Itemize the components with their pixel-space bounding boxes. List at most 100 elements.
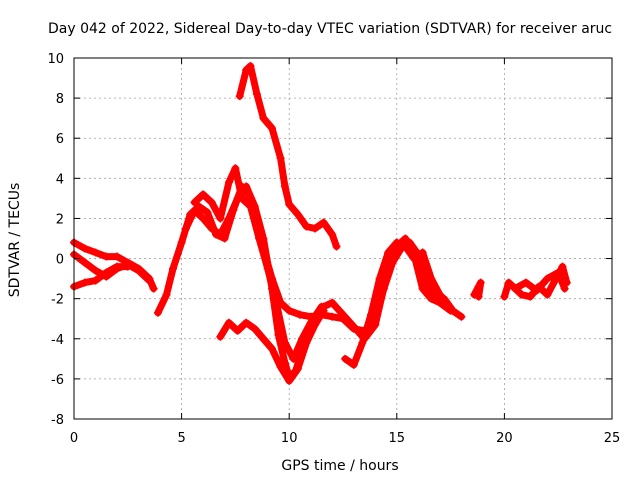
- data-point: [504, 278, 513, 287]
- axis-ticks: 0 5 10 15 20 25 -8 -6 -4 -2 0 2 4 6 8 10: [47, 52, 620, 446]
- data-point: [302, 222, 311, 231]
- data-point: [216, 230, 225, 239]
- series-line-arc-5: [182, 182, 455, 381]
- data-point: [259, 114, 268, 123]
- data-point: [80, 278, 89, 287]
- data-point: [476, 278, 485, 287]
- data-point: [242, 66, 251, 75]
- data-point: [293, 364, 302, 373]
- data-point: [207, 198, 216, 207]
- data-point: [446, 306, 455, 315]
- y-tick-label: 4: [56, 172, 64, 187]
- data-point: [207, 224, 216, 233]
- data-point: [285, 376, 294, 385]
- data-point: [123, 262, 132, 271]
- data-point: [216, 332, 225, 341]
- y-tick-label: 6: [56, 132, 64, 147]
- data-point: [293, 210, 302, 219]
- data-point: [276, 154, 285, 163]
- data-point: [250, 324, 259, 333]
- data-point: [91, 248, 100, 257]
- data-point: [392, 238, 401, 247]
- data-point: [259, 334, 268, 343]
- data-point: [177, 238, 186, 247]
- x-tick-label: 25: [604, 431, 621, 446]
- y-tick-label: -4: [51, 333, 64, 348]
- data-point: [366, 310, 375, 319]
- x-tick-label: 20: [496, 431, 513, 446]
- data-point: [509, 282, 518, 291]
- data-point: [237, 194, 246, 203]
- data-point: [384, 248, 393, 257]
- data-point: [181, 224, 190, 233]
- data-point: [427, 294, 436, 303]
- data-point: [517, 290, 526, 299]
- data-point: [457, 312, 466, 321]
- data-point: [149, 284, 158, 293]
- data-point: [474, 292, 483, 301]
- data-point: [500, 292, 509, 301]
- data-point: [220, 234, 229, 243]
- data-series: [70, 62, 571, 385]
- data-point: [272, 298, 281, 307]
- data-point: [267, 344, 276, 353]
- data-point: [328, 312, 337, 321]
- data-point: [224, 214, 233, 223]
- data-point: [255, 234, 264, 243]
- data-point: [235, 92, 244, 101]
- data-point: [311, 224, 320, 233]
- data-point: [470, 290, 479, 299]
- data-point: [194, 202, 203, 211]
- data-point: [302, 338, 311, 347]
- y-tick-label: 8: [56, 92, 64, 107]
- data-point: [339, 310, 347, 319]
- data-point: [295, 310, 304, 319]
- data-point: [263, 264, 272, 273]
- data-point: [534, 282, 543, 291]
- data-point: [102, 252, 111, 261]
- data-point: [358, 338, 367, 347]
- data-point: [552, 274, 561, 283]
- data-point: [267, 124, 276, 133]
- y-tick-label: -6: [51, 373, 64, 388]
- data-point: [113, 252, 122, 261]
- data-point: [332, 242, 341, 251]
- data-point: [162, 290, 171, 299]
- data-point: [252, 90, 261, 99]
- data-point: [242, 318, 251, 327]
- data-point: [280, 338, 289, 347]
- data-point: [444, 300, 453, 309]
- x-axis-label: GPS time / hours: [281, 458, 398, 474]
- y-tick-label: -8: [51, 413, 64, 428]
- data-point: [246, 202, 255, 211]
- data-point: [145, 276, 154, 285]
- data-point: [435, 290, 444, 299]
- data-point: [311, 320, 320, 329]
- data-point: [319, 218, 328, 227]
- series-line-arc-6: [191, 164, 325, 363]
- data-point: [418, 284, 427, 293]
- data-point: [190, 198, 199, 207]
- data-point: [289, 354, 298, 363]
- data-point: [562, 278, 571, 287]
- data-point: [233, 326, 242, 335]
- data-point: [285, 306, 294, 315]
- data-point: [153, 308, 162, 317]
- data-point: [558, 262, 567, 271]
- x-tick-label: 0: [70, 431, 78, 446]
- data-point: [203, 208, 212, 217]
- data-point: [216, 214, 225, 223]
- data-point: [168, 264, 177, 273]
- data-point: [375, 274, 384, 283]
- data-point: [113, 262, 122, 271]
- data-point: [134, 266, 143, 275]
- plot-frame: [73, 57, 613, 420]
- y-tick-label: 2: [56, 212, 64, 227]
- data-point: [91, 276, 100, 285]
- x-tick-label: 15: [389, 431, 406, 446]
- data-point: [80, 244, 89, 253]
- data-point: [521, 278, 530, 287]
- x-tick-label: 10: [281, 431, 298, 446]
- data-point: [418, 248, 427, 257]
